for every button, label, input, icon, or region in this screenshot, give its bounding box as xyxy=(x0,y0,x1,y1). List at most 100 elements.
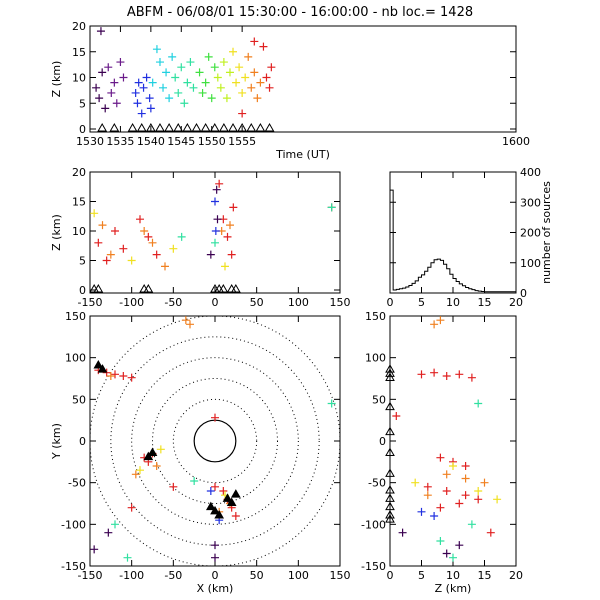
range-ring xyxy=(172,398,258,484)
y-tick-label: 0 xyxy=(79,435,86,448)
x-tick-label: 15 xyxy=(478,569,492,582)
data-point xyxy=(131,88,140,97)
data-point xyxy=(211,197,219,206)
data-point xyxy=(235,63,244,72)
station-marker xyxy=(214,509,225,519)
y-tick-label: 10 xyxy=(72,225,86,238)
x-tick-label: 10 xyxy=(446,569,460,582)
plot-frame xyxy=(89,25,517,133)
data-point xyxy=(455,370,464,379)
data-point xyxy=(327,203,336,212)
data-point xyxy=(480,478,489,487)
data-point xyxy=(136,466,144,475)
station-marker xyxy=(210,505,220,515)
x-tick-label: 0 xyxy=(387,296,394,309)
data-point xyxy=(417,507,426,516)
y-tick-label: -150 xyxy=(61,560,86,573)
data-point xyxy=(102,256,111,265)
data-point xyxy=(181,316,190,325)
data-point xyxy=(169,244,178,253)
ground-marker xyxy=(385,447,395,456)
plot-frame xyxy=(389,315,517,567)
x-tick-label: -150 xyxy=(78,296,103,309)
plots-container: 1530 1535 1540 1545 1550 1555 160005101520Time… xyxy=(50,20,553,595)
y-tick-label: 5 xyxy=(79,255,86,268)
data-point xyxy=(474,495,483,504)
data-point xyxy=(98,221,107,230)
data-point xyxy=(186,58,195,67)
data-point xyxy=(436,316,445,325)
x-axis-label: X (km) xyxy=(197,582,234,595)
y-tick-label: 20 xyxy=(72,166,86,179)
ground-marker xyxy=(228,122,238,132)
range-ring xyxy=(152,378,278,504)
data-point xyxy=(90,209,99,218)
data-point xyxy=(256,78,265,87)
ground-marker xyxy=(164,122,174,132)
x-tick-label: -150 xyxy=(78,569,103,582)
data-point xyxy=(216,83,225,92)
data-point xyxy=(198,88,207,97)
x-axis-label: Z (km) xyxy=(435,582,472,595)
data-point xyxy=(96,27,105,36)
data-point xyxy=(449,462,457,470)
ground-marker xyxy=(385,368,395,377)
data-point xyxy=(238,109,247,118)
ground-marker xyxy=(97,122,108,132)
data-point xyxy=(177,63,186,72)
data-point xyxy=(210,63,219,72)
data-point xyxy=(180,99,189,108)
data-point xyxy=(250,68,259,77)
data-point xyxy=(98,68,107,77)
data-point xyxy=(461,491,470,500)
data-point xyxy=(101,104,110,113)
data-point xyxy=(244,52,253,61)
data-point xyxy=(145,94,154,103)
data-point xyxy=(250,37,259,46)
data-point xyxy=(222,94,231,103)
data-point xyxy=(123,553,132,562)
data-point xyxy=(430,320,439,329)
y-tick-label: -150 xyxy=(361,560,386,573)
station-marker xyxy=(222,493,233,502)
ground-marker xyxy=(385,468,395,477)
x-tick-label: 0 xyxy=(387,569,394,582)
y-axis-label: Z (km) xyxy=(50,61,63,98)
data-point xyxy=(156,445,165,454)
data-point xyxy=(201,78,210,87)
data-point xyxy=(144,232,153,241)
y-tick-label: 50 xyxy=(372,393,386,406)
y-tick-label: 5 xyxy=(79,97,86,110)
station-marker xyxy=(230,489,241,498)
panel-time-height: 1530 1535 1540 1545 1550 1555 1600 0 5 10 15 20 Time… xyxy=(50,20,530,161)
data-point xyxy=(186,320,194,329)
data-point xyxy=(219,58,228,67)
data-point xyxy=(227,250,236,259)
range-ring xyxy=(110,336,320,546)
data-point xyxy=(112,99,121,108)
data-point xyxy=(92,83,101,92)
y-tick-label: 200 xyxy=(520,227,541,240)
data-point xyxy=(190,477,199,485)
ground-marker xyxy=(237,122,248,132)
data-point xyxy=(461,474,470,483)
x-tick-label: 100 xyxy=(288,569,309,582)
ground-marker xyxy=(143,283,154,293)
data-point xyxy=(229,203,238,212)
ground-marker xyxy=(385,401,395,411)
ground-marker xyxy=(200,122,211,132)
data-point xyxy=(223,232,232,241)
data-point xyxy=(259,42,268,51)
data-point xyxy=(449,553,457,562)
data-point xyxy=(455,499,464,508)
ground-marker xyxy=(191,122,202,132)
y-tick-label: -100 xyxy=(61,518,86,531)
data-point xyxy=(152,45,161,54)
data-point xyxy=(423,491,432,500)
ground-marker xyxy=(385,484,395,494)
ground-marker xyxy=(127,122,138,132)
panel-z-y: 0 5 10 15 20 -150 -100 -50 0 50 100 150 Z (km) xyxy=(361,310,523,595)
y-axis-label: Z (km) xyxy=(50,214,63,251)
data-point xyxy=(162,68,171,77)
ground-marker xyxy=(155,122,165,132)
